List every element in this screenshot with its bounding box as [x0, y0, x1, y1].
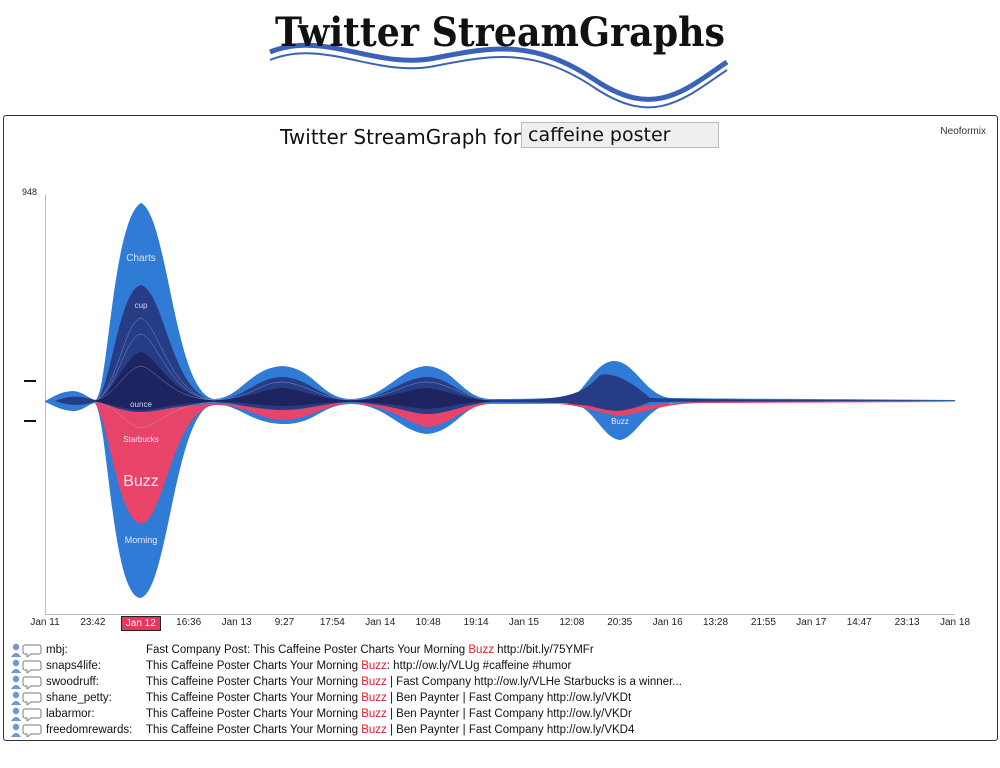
x-axis-tick[interactable]: 20:35 — [607, 617, 633, 628]
tweet-list: mbj: Fast Company Post: This Caffeine Po… — [10, 642, 990, 738]
stream-label-charts: Charts — [126, 253, 155, 264]
reply-icon — [22, 692, 42, 705]
x-axis-line — [45, 614, 955, 615]
x-axis-tick[interactable]: 23:42 — [80, 617, 106, 628]
zoom-in-handle[interactable] — [24, 380, 36, 382]
tweet-row[interactable]: swoodruff: This Caffeine Poster Charts Y… — [10, 674, 990, 690]
user-icon[interactable] — [10, 723, 44, 737]
reply-icon — [22, 676, 42, 689]
reply-icon — [22, 724, 42, 737]
x-axis-tick[interactable]: Jan 17 — [796, 617, 827, 628]
x-axis-tick[interactable]: 19:14 — [463, 617, 489, 628]
x-axis-tick[interactable]: Jan 15 — [508, 617, 539, 628]
reply-icon — [22, 644, 42, 657]
tweet-text: This Caffeine Poster Charts Your Morning… — [146, 676, 682, 688]
brand-link[interactable]: Neoformix — [940, 126, 986, 137]
tweet-user[interactable]: shane_petty: — [46, 692, 112, 704]
x-axis-tick[interactable]: 12:08 — [559, 617, 585, 628]
stream-layer-core — [95, 352, 490, 410]
x-axis-tick[interactable]: 21:55 — [750, 617, 776, 628]
tweet-row[interactable]: mbj: Fast Company Post: This Caffeine Po… — [10, 642, 990, 658]
x-axis-tick[interactable]: Jan 18 — [939, 617, 971, 628]
stream-label-morning: Morning — [125, 535, 158, 545]
x-axis-tick[interactable]: Jan 14 — [365, 617, 396, 628]
stream-label-ounce: ounce — [130, 400, 152, 409]
tweet-text: This Caffeine Poster Charts Your Morning… — [146, 724, 635, 736]
tweet-row[interactable]: labarmor: This Caffeine Poster Charts Yo… — [10, 706, 990, 722]
x-axis-tick[interactable]: 17:54 — [319, 617, 345, 628]
x-axis-tick[interactable]: 9:27 — [274, 617, 295, 628]
x-axis-tick[interactable]: 10:48 — [415, 617, 441, 628]
x-axis-tick[interactable]: 23:13 — [894, 617, 920, 628]
max-value-label: 948 — [22, 187, 38, 197]
reply-icon — [22, 660, 42, 673]
tweet-text: This Caffeine Poster Charts Your Morning… — [146, 692, 632, 704]
tweet-user[interactable]: snaps4life: — [46, 660, 101, 672]
x-axis-tick[interactable]: Jan 12 — [120, 616, 161, 631]
user-icon[interactable] — [10, 659, 44, 673]
tweet-user[interactable]: freedomrewards: — [46, 724, 133, 736]
stream-label-starbucks: Starbucks — [123, 435, 159, 444]
user-icon[interactable] — [10, 691, 44, 705]
stream-label-buzz-small: Buzz — [611, 417, 629, 426]
x-axis-tick[interactable]: 16:36 — [176, 617, 202, 628]
y-axis-line — [45, 195, 46, 615]
stream-label-buzz: Buzz — [123, 473, 159, 490]
tweet-text: This Caffeine Poster Charts Your Morning… — [146, 708, 632, 720]
tweet-row[interactable]: shane_petty: This Caffeine Poster Charts… — [10, 690, 990, 706]
twitter-streamgraphs-logo: Twitter StreamGraphs — [269, 9, 729, 109]
tweet-row[interactable]: freedomrewards: This Caffeine Poster Cha… — [10, 722, 990, 738]
stream-layer-buzz — [95, 401, 955, 524]
user-icon[interactable] — [10, 707, 44, 721]
search-query-input[interactable] — [521, 122, 719, 148]
x-axis-tick[interactable]: Jan 13 — [221, 617, 252, 628]
x-axis-tick[interactable]: 13:28 — [703, 617, 729, 628]
user-icon[interactable] — [10, 643, 44, 657]
page-title: Twitter StreamGraph for — [280, 125, 521, 149]
zoom-out-handle[interactable] — [24, 420, 36, 422]
user-icon[interactable] — [10, 675, 44, 689]
tweet-row[interactable]: snaps4life: This Caffeine Poster Charts … — [10, 658, 990, 674]
tweet-text: This Caffeine Poster Charts Your Morning… — [146, 660, 572, 672]
x-axis-tick[interactable]: Jan 16 — [652, 617, 683, 628]
logo-text: Twitter StreamGraphs — [275, 9, 725, 56]
x-axis-tick[interactable]: Jan 11 — [30, 617, 60, 628]
tweet-user[interactable]: labarmor: — [46, 708, 95, 720]
stream-label-cup: cup — [135, 301, 148, 310]
tweet-user[interactable]: mbj: — [46, 644, 68, 656]
tweet-text: Fast Company Post: This Caffeine Poster … — [146, 644, 594, 656]
tweet-user[interactable]: swoodruff: — [46, 676, 99, 688]
reply-icon — [22, 708, 42, 721]
x-axis-tick[interactable]: 14:47 — [846, 617, 872, 628]
